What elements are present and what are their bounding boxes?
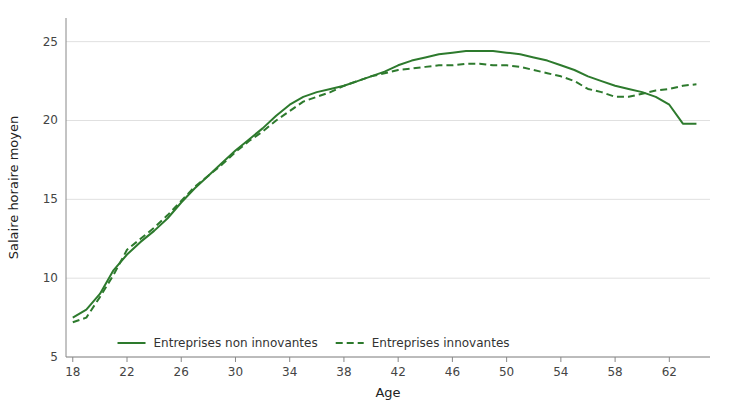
background — [0, 0, 730, 409]
series-line — [73, 51, 697, 317]
x-tick — [669, 357, 670, 362]
grid-line — [66, 199, 710, 200]
chart-svg: 5 10 15 20 25 18 22 26 30 34 38 42 46 50 54 58 62 Age Sala… — [0, 0, 730, 409]
data-lines — [73, 51, 697, 322]
x-axis-label: Age — [375, 385, 400, 400]
legend-item: Entreprises non innovantes — [118, 336, 318, 350]
grid-line — [66, 357, 710, 358]
y-tick-label: 10 — [43, 271, 58, 285]
legend-label: Entreprises non innovantes — [154, 336, 318, 350]
x-tick — [615, 357, 616, 362]
grid-line — [66, 120, 710, 121]
x-tick — [560, 357, 561, 362]
legend-swatch — [336, 342, 364, 344]
y-axis-line — [66, 18, 67, 357]
x-tick-label: 50 — [499, 365, 514, 379]
legend-label: Entreprises innovantes — [372, 336, 510, 350]
y-tick-label: 5 — [50, 350, 58, 364]
x-tick-label: 46 — [445, 365, 460, 379]
legend: Entreprises non innovantes Entreprises in… — [118, 336, 510, 350]
x-tick-label: 38 — [336, 365, 351, 379]
x-tick-label: 22 — [119, 365, 134, 379]
y-tick-label: 15 — [43, 192, 58, 206]
y-tick-label: 25 — [43, 35, 58, 49]
x-tick-label: 34 — [282, 365, 297, 379]
x-tick — [181, 357, 182, 362]
grid-line — [66, 278, 710, 279]
x-tick — [506, 357, 507, 362]
x-tick-label: 18 — [65, 365, 80, 379]
x-tick — [343, 357, 344, 362]
x-tick — [127, 357, 128, 362]
legend-item: Entreprises innovantes — [336, 336, 510, 350]
y-axis-label: Salaire horaire moyen — [6, 116, 21, 259]
grid — [66, 42, 710, 357]
x-tick-label: 62 — [662, 365, 677, 379]
x-tick-label: 42 — [391, 365, 406, 379]
x-axis-line — [66, 357, 710, 358]
x-tick-label: 26 — [174, 365, 189, 379]
x-tick-label: 58 — [607, 365, 622, 379]
x-tick — [452, 357, 453, 362]
x-tick — [289, 357, 290, 362]
chart-container: 5 10 15 20 25 18 22 26 30 34 38 42 46 50 54 58 62 Age Sala… — [0, 0, 730, 409]
x-tick — [398, 357, 399, 362]
y-tick-label: 20 — [43, 113, 58, 127]
grid-line — [66, 41, 710, 42]
legend-swatch — [118, 342, 146, 344]
x-tick — [235, 357, 236, 362]
x-tick-label: 30 — [228, 365, 243, 379]
series-line — [73, 64, 697, 323]
x-tick — [72, 357, 73, 362]
x-tick-label: 54 — [553, 365, 568, 379]
